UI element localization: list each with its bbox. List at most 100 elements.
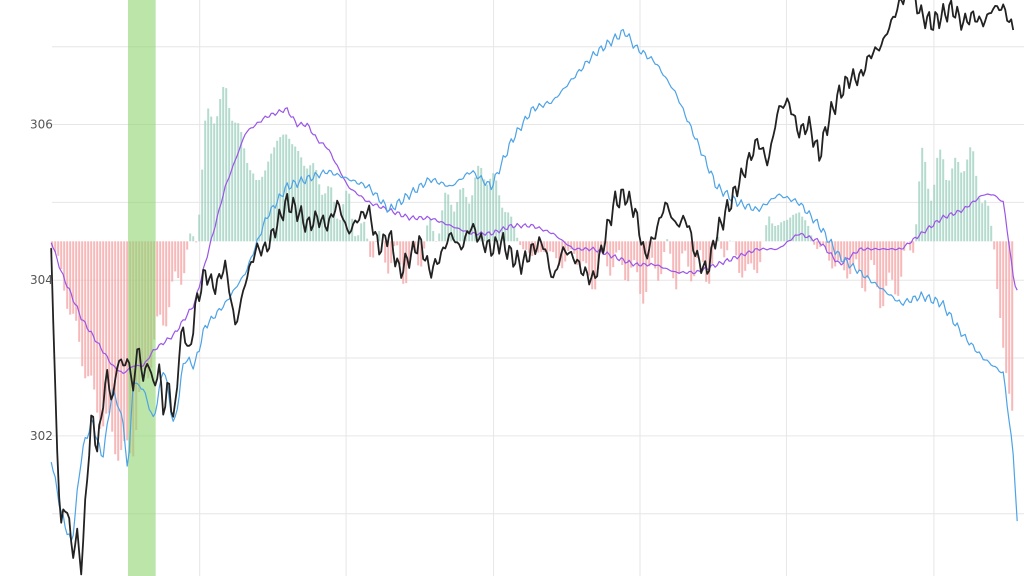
histogram-bar — [978, 197, 981, 242]
histogram-bar — [879, 241, 882, 309]
histogram-bar — [69, 241, 72, 315]
histogram-bar — [636, 241, 639, 273]
histogram-bar — [639, 241, 642, 294]
histogram-bar — [768, 216, 771, 242]
histogram-bar — [660, 241, 663, 275]
histogram-bar — [726, 241, 729, 251]
histogram-bar — [579, 241, 582, 266]
histogram-bar — [963, 171, 966, 242]
histogram-bar — [414, 241, 417, 253]
histogram-bar — [645, 241, 648, 293]
histogram-bar — [921, 147, 924, 242]
histogram-bar — [318, 184, 321, 242]
histogram-bar — [525, 241, 528, 250]
histogram-bar — [471, 195, 474, 242]
histogram-bar — [165, 241, 168, 327]
histogram-bar — [804, 220, 807, 242]
histogram-bar — [465, 196, 468, 242]
histogram-bar — [990, 225, 993, 242]
histogram-bar — [843, 241, 846, 271]
histogram-bar — [225, 88, 228, 242]
price-line — [50, 0, 1015, 576]
histogram-bar — [702, 241, 705, 263]
histogram-bar — [297, 151, 300, 242]
histogram-bar — [948, 180, 951, 242]
histogram-bar — [558, 241, 561, 266]
histogram-bar — [807, 225, 810, 242]
histogram-bar — [432, 231, 435, 242]
histogram-bar — [468, 203, 471, 242]
histogram-bar — [123, 241, 126, 442]
histogram-bar — [261, 176, 264, 242]
histogram-bar — [336, 218, 339, 242]
histogram-bar — [402, 241, 405, 284]
histogram-bar — [246, 162, 249, 242]
histogram-bar — [195, 241, 198, 243]
histogram-bar — [759, 241, 762, 263]
histogram-bar — [675, 241, 678, 290]
histogram-bar — [384, 241, 387, 263]
histogram-bar — [279, 137, 282, 242]
histogram-bar — [192, 236, 195, 242]
histogram-bar — [237, 123, 240, 242]
histogram-bar — [657, 241, 660, 281]
histogram-bar — [885, 241, 888, 286]
histogram-bar — [975, 175, 978, 242]
histogram-bar — [231, 120, 234, 242]
histogram-bar — [228, 108, 231, 242]
histogram-bar — [933, 184, 936, 242]
y-tick-label: 302 — [30, 429, 53, 443]
histogram-bar — [588, 241, 591, 276]
histogram-bar — [429, 218, 432, 242]
histogram-bar — [999, 241, 1002, 319]
histogram-bar — [591, 241, 594, 290]
histogram-bar — [585, 241, 588, 264]
histogram-bar — [216, 116, 219, 242]
histogram-bar — [288, 138, 291, 242]
histogram-bar — [792, 214, 795, 242]
histogram-bar — [876, 241, 879, 288]
histogram-bar — [222, 86, 225, 242]
histogram-bar — [873, 241, 876, 266]
histogram-bar — [183, 241, 186, 274]
histogram-bar — [510, 216, 513, 242]
histogram-bar — [546, 241, 549, 253]
histogram-bar — [888, 241, 891, 273]
histogram-bar — [756, 241, 759, 274]
histogram-bar — [294, 146, 297, 242]
histogram-bar — [765, 225, 768, 242]
histogram-bar — [345, 190, 348, 242]
histogram-bar — [159, 241, 162, 315]
histogram-bar — [570, 241, 573, 250]
grid-lines — [52, 0, 1024, 576]
histogram-bar — [201, 169, 204, 242]
histogram-bar — [120, 241, 123, 450]
histogram-bar — [816, 241, 819, 249]
histogram-bar — [822, 241, 825, 245]
histogram-bar — [993, 241, 996, 250]
histogram-bar — [717, 236, 720, 242]
histogram-bar — [1008, 241, 1011, 394]
histogram-bar — [900, 241, 903, 277]
histogram-bar — [96, 241, 99, 413]
histogram-bar — [543, 241, 546, 252]
histogram-bar — [90, 241, 93, 376]
histogram-bar — [492, 173, 495, 242]
histogram-bar — [567, 241, 570, 251]
histogram-bar — [108, 241, 111, 414]
histogram-bar — [156, 241, 159, 317]
histogram-bar — [630, 241, 633, 268]
histogram-bar — [609, 241, 612, 276]
histogram-bar — [528, 241, 531, 253]
histogram-bar — [741, 241, 744, 278]
histogram-bar — [258, 180, 261, 242]
histogram-bar — [219, 99, 222, 242]
histogram-bar — [303, 165, 306, 242]
histogram-bar — [369, 241, 372, 257]
histogram-bar — [954, 157, 957, 242]
histogram-bar — [798, 212, 801, 242]
histogram-bar — [213, 123, 216, 242]
histogram-bar — [597, 241, 600, 270]
histogram-bar — [912, 241, 915, 253]
